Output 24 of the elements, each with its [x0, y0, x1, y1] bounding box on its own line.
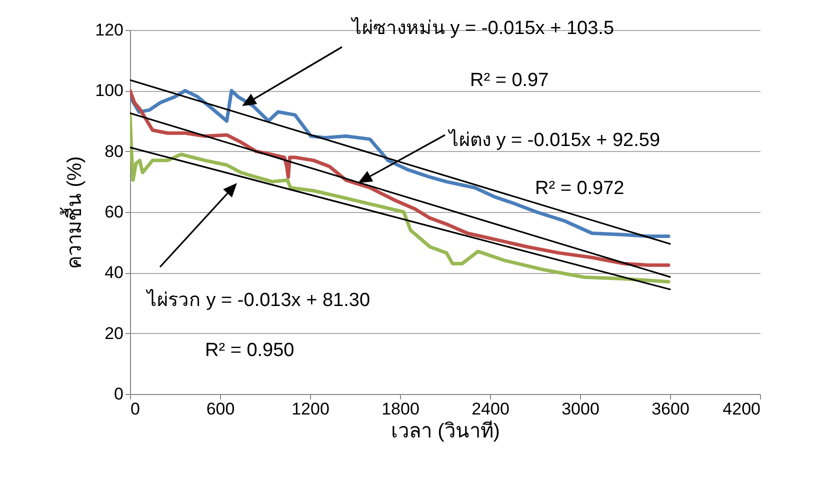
- x-tick-label: 3000: [562, 400, 600, 418]
- y-tick-label: 0: [114, 384, 124, 404]
- annotation: ไผ่ตง y = -0.015x + 92.59: [447, 129, 660, 151]
- x-tick-label: 2400: [472, 400, 510, 418]
- x-axis-title: เวลา (วินาที): [391, 420, 500, 442]
- y-tick-label: 80: [104, 142, 124, 161]
- y-tick-label: 20: [104, 324, 124, 343]
- x-tick-label: 1800: [382, 400, 420, 418]
- annotation: R² = 0.97: [470, 70, 549, 91]
- y-axis-title: ความชื้น (%): [60, 156, 86, 269]
- x-tick-label: 1200: [292, 400, 330, 418]
- annotation: R² = 0.950: [205, 340, 294, 361]
- y-tick-label: 100: [95, 81, 124, 100]
- annotation: ไผ่ซางหม่น y = -0.015x + 103.5: [350, 17, 614, 39]
- x-tick-label: 0: [130, 400, 140, 418]
- y-tick-label: 40: [104, 263, 124, 282]
- line-series: [130, 88, 670, 267]
- x-tick-label: 4200: [722, 400, 760, 418]
- x-tick-label: 600: [206, 400, 235, 418]
- y-tick-label: 60: [104, 202, 124, 222]
- x-tick-label: 3600: [652, 400, 690, 418]
- annotation: R² = 0.972: [535, 178, 624, 199]
- y-tick-label: 120: [95, 20, 124, 40]
- annotation: ไผ่รวก y = -0.013x + 81.30: [145, 289, 370, 311]
